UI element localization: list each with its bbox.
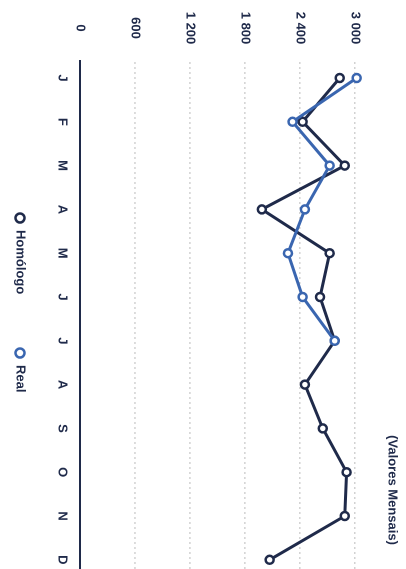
point: [317, 423, 329, 434]
point: [324, 247, 335, 259]
point: [329, 335, 340, 347]
point: [351, 72, 362, 84]
point: [297, 291, 308, 303]
legend-marker: [14, 347, 26, 359]
point: [264, 554, 275, 566]
y-tick-label: 1 800: [238, 12, 253, 45]
point: [339, 510, 351, 522]
x-tick-label: D: [56, 555, 71, 564]
y-tick-label: 3 000: [348, 12, 363, 45]
point: [282, 247, 294, 259]
y-tick-label: 600: [129, 17, 144, 39]
x-tick-label: M: [56, 160, 71, 171]
legend-marker: [14, 212, 26, 224]
point: [314, 291, 326, 303]
x-tick-label: O: [56, 467, 71, 477]
series-line: [258, 77, 349, 562]
x-tick-label: A: [56, 205, 71, 215]
x-tick-label: N: [56, 511, 71, 520]
point: [334, 72, 345, 84]
legend-label: Homólogo: [14, 230, 29, 294]
x-tick-label: J: [56, 337, 71, 344]
y-tick-label: 1 200: [183, 12, 198, 45]
x-tick-label: M: [56, 248, 71, 259]
point: [299, 204, 311, 215]
y-tick-label: 2 400: [293, 12, 308, 45]
y-tick-label: 0: [74, 24, 89, 31]
point: [341, 466, 352, 478]
x-tick-label: J: [56, 74, 71, 81]
legend-label: Real: [14, 365, 29, 392]
x-tick-label: J: [56, 293, 71, 300]
point: [299, 379, 311, 390]
point: [256, 204, 268, 215]
point: [324, 160, 335, 171]
point: [287, 116, 298, 128]
chart-subtitle: (Valores Mensais): [386, 435, 401, 545]
x-tick-label: A: [56, 380, 71, 390]
point: [339, 160, 351, 171]
x-tick-label: F: [56, 118, 71, 126]
point: [297, 116, 308, 128]
x-tick-label: S: [56, 424, 71, 433]
